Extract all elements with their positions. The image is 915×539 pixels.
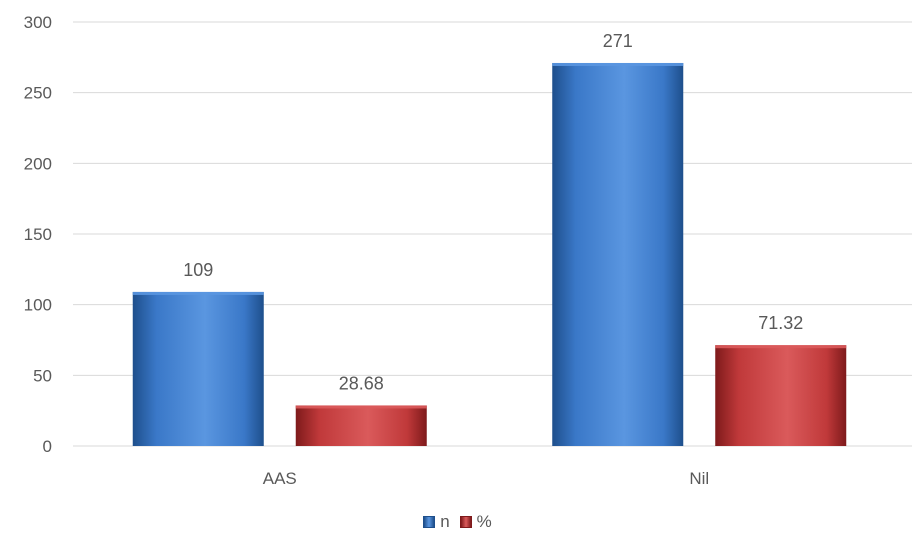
legend-swatch-n <box>423 516 435 528</box>
y-tick-label-100: 100 <box>24 296 52 315</box>
bar-percent-aas <box>296 405 427 446</box>
legend-swatch-percent <box>460 516 472 528</box>
x-tick-label-nil: Nil <box>689 469 709 488</box>
data-label-n-aas: 109 <box>183 260 213 280</box>
bar-n-aas <box>133 292 264 446</box>
data-label-percent-aas: 28.68 <box>339 373 384 393</box>
bar-n-nil <box>552 63 683 446</box>
bar-chart: 0 50 100 150 200 250 300 109 28.68 AAS 271 71.32 Nil <box>0 0 915 500</box>
y-tick-label-250: 250 <box>24 84 52 103</box>
legend: n % <box>0 512 915 532</box>
data-label-percent-nil: 71.32 <box>758 313 803 333</box>
bar-top-n-nil <box>552 63 683 66</box>
legend-label-percent: % <box>477 512 492 532</box>
bar-percent-nil <box>715 345 846 446</box>
y-tick-label-300: 300 <box>24 13 52 32</box>
x-tick-label-aas: AAS <box>263 469 297 488</box>
legend-item-percent: % <box>460 512 492 532</box>
bar-top-n-aas <box>133 292 264 295</box>
y-tick-label-200: 200 <box>24 154 52 173</box>
y-tick-label-50: 50 <box>33 366 52 385</box>
legend-label-n: n <box>440 512 449 532</box>
bar-top-percent-aas <box>296 405 427 408</box>
y-tick-label-150: 150 <box>24 225 52 244</box>
y-tick-label-0: 0 <box>43 437 52 456</box>
legend-item-n: n <box>423 512 449 532</box>
bar-top-percent-nil <box>715 345 846 348</box>
data-label-n-nil: 271 <box>603 31 633 51</box>
